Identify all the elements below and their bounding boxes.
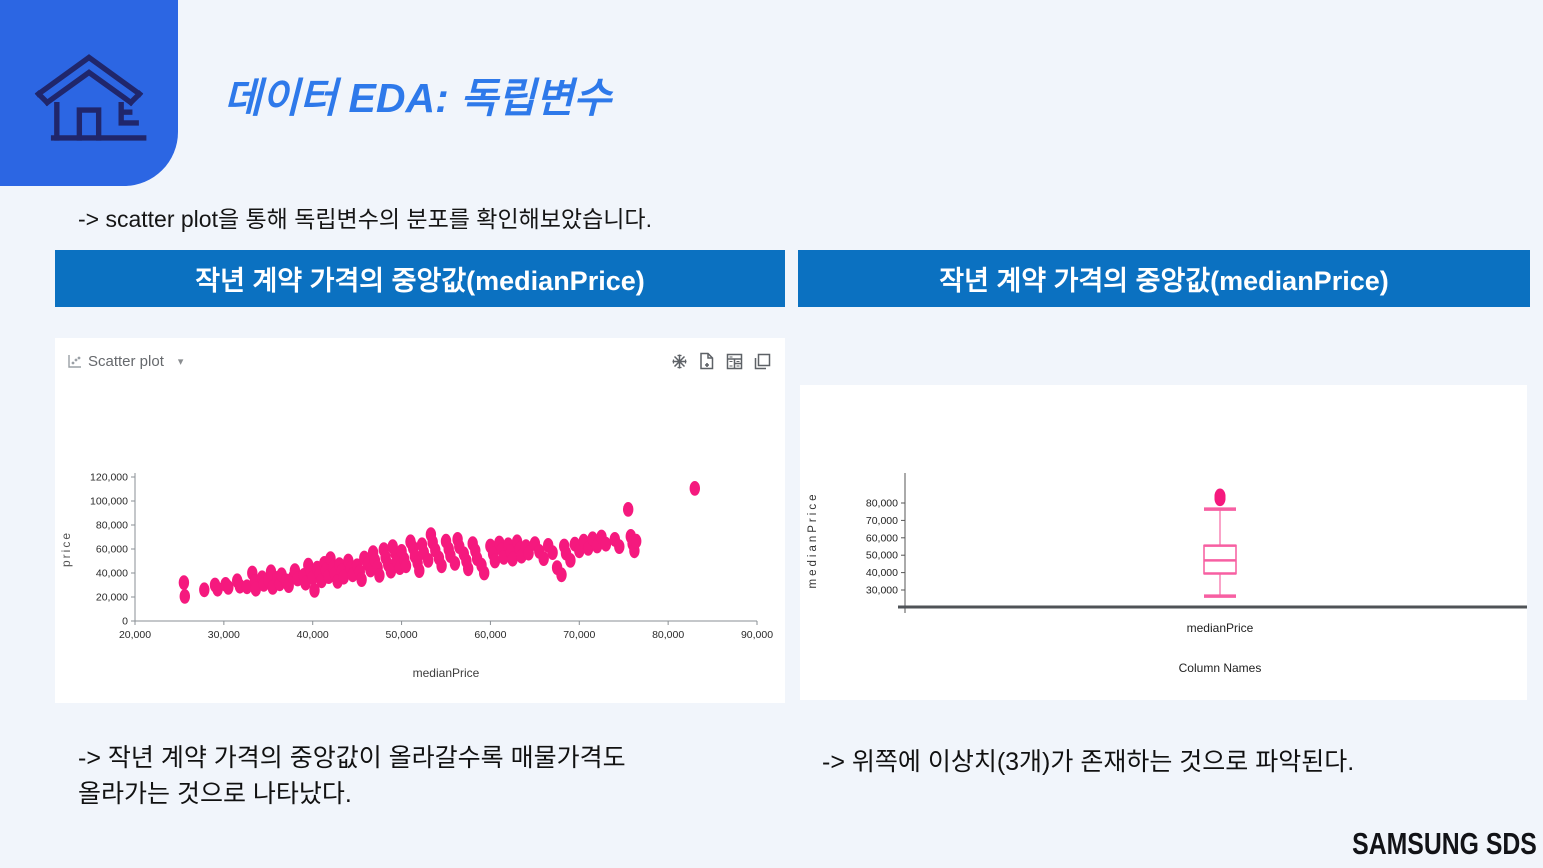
svg-text:60,000: 60,000	[474, 629, 506, 641]
svg-text:60,000: 60,000	[866, 532, 898, 544]
svg-text:medianPrice: medianPrice	[1187, 621, 1254, 635]
intro-text: -> scatter plot을 통해 독립변수의 분포를 확인해보았습니다.	[78, 206, 652, 232]
right-section-header: 작년 계약 가격의 중앙값(medianPrice)	[798, 250, 1530, 307]
svg-text:70,000: 70,000	[563, 629, 595, 641]
svg-text:50,000: 50,000	[386, 629, 418, 641]
boxplot-panel: 30,000 40,000 50,000 60,000 70,000 80,000 medi…	[800, 385, 1527, 700]
svg-text:20,000: 20,000	[96, 592, 128, 604]
chevron-down-icon[interactable]: ▾	[177, 355, 184, 368]
svg-text:90,000: 90,000	[741, 629, 773, 641]
svg-text:medianPrice: medianPrice	[413, 666, 480, 680]
svg-text:Column Names: Column Names	[1179, 661, 1262, 675]
svg-text:0: 0	[122, 616, 128, 628]
scatter-panel: Scatter plot ▾ 20,000 30,000 4	[55, 338, 785, 703]
svg-text:40,000: 40,000	[96, 568, 128, 580]
svg-text:120,000: 120,000	[90, 472, 128, 484]
svg-text:80,000: 80,000	[96, 520, 128, 532]
svg-text:60,000: 60,000	[96, 544, 128, 556]
svg-text:50,000: 50,000	[866, 550, 898, 562]
svg-text:40,000: 40,000	[866, 567, 898, 579]
svg-text:price: price	[59, 531, 73, 567]
widget-title: Scatter plot	[88, 352, 164, 370]
page-title: 데이터 EDA: 독립변수	[224, 75, 612, 121]
svg-text:40,000: 40,000	[297, 629, 329, 641]
svg-text:medianPrice: medianPrice	[807, 492, 819, 589]
svg-text:100,000: 100,000	[90, 496, 128, 508]
boxplot-finding-note: -> 위쪽에 이상치(3개)가 존재하는 것으로 파악된다.	[822, 748, 1355, 776]
left-section-header: 작년 계약 가격의 중앙값(medianPrice)	[55, 250, 785, 307]
svg-text:70,000: 70,000	[866, 515, 898, 527]
widget-actions	[671, 352, 771, 370]
samsung-sds-logo: SAMSUNG SDS	[1352, 826, 1537, 861]
scatter-chart-icon	[68, 354, 81, 368]
svg-text:80,000: 80,000	[652, 629, 684, 641]
house-icon	[34, 54, 147, 141]
svg-text:80,000: 80,000	[866, 498, 898, 510]
explore-asterisk-icon[interactable]	[671, 353, 688, 370]
scatter-widget-toolbar: Scatter plot ▾	[55, 338, 785, 372]
svg-text:20,000: 20,000	[119, 629, 151, 641]
home-tile	[0, 0, 178, 186]
chart-type-dropdown[interactable]: Scatter plot ▾	[67, 353, 183, 370]
data-table-icon[interactable]	[726, 353, 743, 370]
svg-text:30,000: 30,000	[208, 629, 240, 641]
box-plot: 30,000 40,000 50,000 60,000 70,000 80,000 medi…	[807, 473, 1527, 675]
scatter-finding-note: -> 작년 계약 가격의 중앙값이 올라갈수록 매물가격도 올라가는 것으로 나…	[78, 744, 626, 808]
copy-icon[interactable]	[754, 353, 771, 370]
svg-text:30,000: 30,000	[866, 585, 898, 597]
export-page-icon[interactable]	[699, 352, 715, 370]
scatter-plot: 20,000 30,000 40,000 50,000 60,000 70,000 80,0…	[59, 472, 773, 681]
